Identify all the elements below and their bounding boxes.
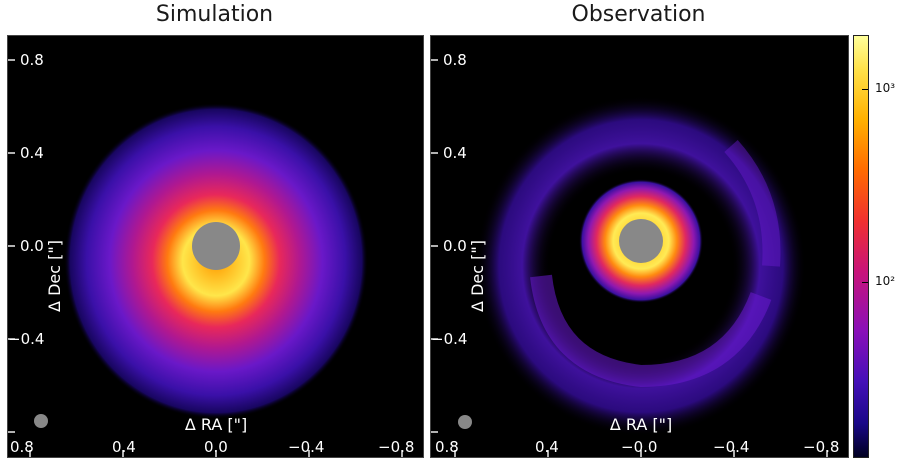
xaxis-label: Δ RA ["] [610, 415, 672, 434]
simulation-title: Simulation [155, 2, 274, 27]
yaxis-label: Δ Dec ["] [468, 240, 487, 312]
colorbar-tick [862, 89, 868, 90]
colorbar-tick [862, 282, 868, 283]
ytick-label: −0.4 [431, 330, 467, 348]
simulation-panel: 0.8 0.4 0.0 −0.4 0.8 0.4 0.0 −0.4 −0.8 Δ… [7, 35, 424, 458]
xaxis-label: Δ RA ["] [185, 415, 247, 434]
xtick-label: −0.0 [621, 438, 657, 456]
xtick-label: 0.0 [204, 438, 228, 456]
observation-title: Observation [571, 2, 706, 27]
ytick-label: 0.8 [20, 51, 44, 69]
ytick-label: −0.4 [8, 330, 44, 348]
central-mask [192, 222, 240, 270]
simulation-image: 0.8 0.4 0.0 −0.4 0.8 0.4 0.0 −0.4 −0.8 Δ… [8, 36, 423, 457]
ytick-label: 0.4 [20, 144, 44, 162]
xtick-label: −0.4 [713, 438, 749, 456]
ytick-label: 0.4 [443, 144, 467, 162]
colorbar-label-1000: 10³ [875, 81, 896, 95]
xtick-label: −0.4 [288, 438, 324, 456]
xtick-label: 0.4 [535, 438, 559, 456]
xtick-label: 0.4 [112, 438, 136, 456]
beam-icon [458, 415, 472, 429]
ytick-label: 0.0 [443, 237, 467, 255]
observation-panel: 0.8 0.4 0.0 −0.4 0.8 0.4 −0.0 −0.4 −0.8 … [430, 35, 849, 458]
colorbar-label-100: 10² [875, 274, 896, 288]
xtick-label: 0.8 [435, 438, 459, 456]
outer-arc [530, 274, 772, 388]
ytick-label: 0.0 [20, 237, 44, 255]
yaxis-label: Δ Dec ["] [45, 240, 64, 312]
observation-image: 0.8 0.4 0.0 −0.4 0.8 0.4 −0.0 −0.4 −0.8 … [431, 36, 848, 457]
xtick-label: −0.8 [803, 438, 839, 456]
beam-icon [34, 414, 48, 428]
colorbar [853, 35, 869, 458]
xtick-label: 0.8 [10, 438, 34, 456]
ytick-label: 0.8 [443, 51, 467, 69]
central-mask [619, 219, 663, 263]
xtick-label: −0.8 [378, 438, 414, 456]
